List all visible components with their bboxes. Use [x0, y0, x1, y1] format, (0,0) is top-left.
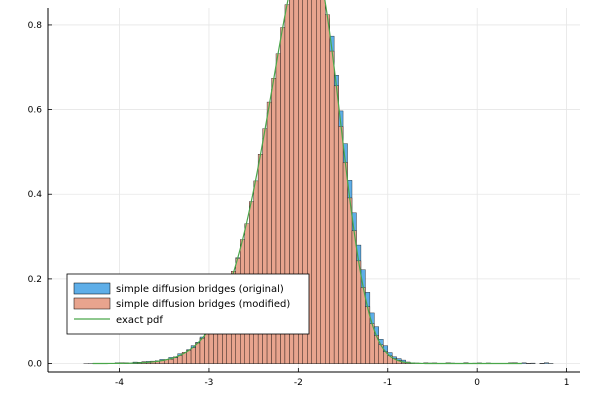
exact-pdf-line — [92, 0, 522, 365]
y-tick-label: 0.8 — [28, 21, 43, 31]
histogram-bar-modified — [342, 162, 348, 364]
histogram-bar-modified — [356, 260, 362, 364]
x-tick-label: -2 — [294, 378, 303, 388]
histogram-bar-modified — [253, 180, 259, 364]
axes — [47, 8, 580, 373]
y-tick-label: 0.0 — [28, 360, 43, 370]
histogram-bar-modified — [311, 0, 317, 364]
x-tick-label: 0 — [474, 378, 480, 388]
x-tick-label: 1 — [564, 378, 570, 388]
histogram-bar-modified — [316, 0, 321, 364]
legend: simple diffusion bridges (original) simp… — [66, 273, 310, 335]
histogram-bar-modified — [190, 347, 196, 364]
histogram-bar-modified — [204, 333, 210, 364]
legend-label-original: simple diffusion bridges (original) — [116, 284, 284, 295]
histogram-bar-modified — [186, 350, 192, 364]
tick-labels: -4 -3 -2 -1 0 1 0.0 0.2 0.4 0.6 0.8 — [28, 21, 570, 388]
y-tick-label: 0.2 — [28, 275, 42, 285]
legend-swatch-modified — [73, 297, 111, 310]
histogram-bar-modified — [195, 342, 201, 364]
x-tick-label: -1 — [383, 378, 392, 388]
y-tick-label: 0.4 — [28, 190, 43, 200]
histogram-bar-modified — [347, 197, 353, 364]
histogram-bar-modified — [173, 357, 178, 364]
histogram-bar-modified — [320, 0, 326, 364]
histogram-bar-modified — [329, 50, 335, 364]
x-tick-label: -4 — [115, 378, 124, 388]
histogram-bar-modified — [199, 338, 205, 364]
x-tick-label: -3 — [204, 378, 213, 388]
exact-pdf-curve — [92, 0, 522, 365]
histogram-bar-modified — [333, 85, 339, 364]
legend-label-modified: simple diffusion bridges (modified) — [116, 299, 290, 310]
histogram-bar-original — [521, 362, 527, 364]
y-tick-label: 0.6 — [28, 106, 43, 116]
legend-swatch-original — [73, 282, 111, 295]
histogram-bar-modified — [168, 359, 174, 364]
histogram-bar-original — [544, 362, 549, 364]
histogram-bar-modified — [351, 230, 357, 364]
histogram-bar-modified — [325, 14, 330, 364]
legend-label-exact-pdf: exact pdf — [116, 315, 163, 326]
histogram-bar-modified — [177, 355, 183, 364]
histogram-bar-modified — [360, 287, 366, 364]
histogram-bar-modified — [338, 126, 344, 364]
